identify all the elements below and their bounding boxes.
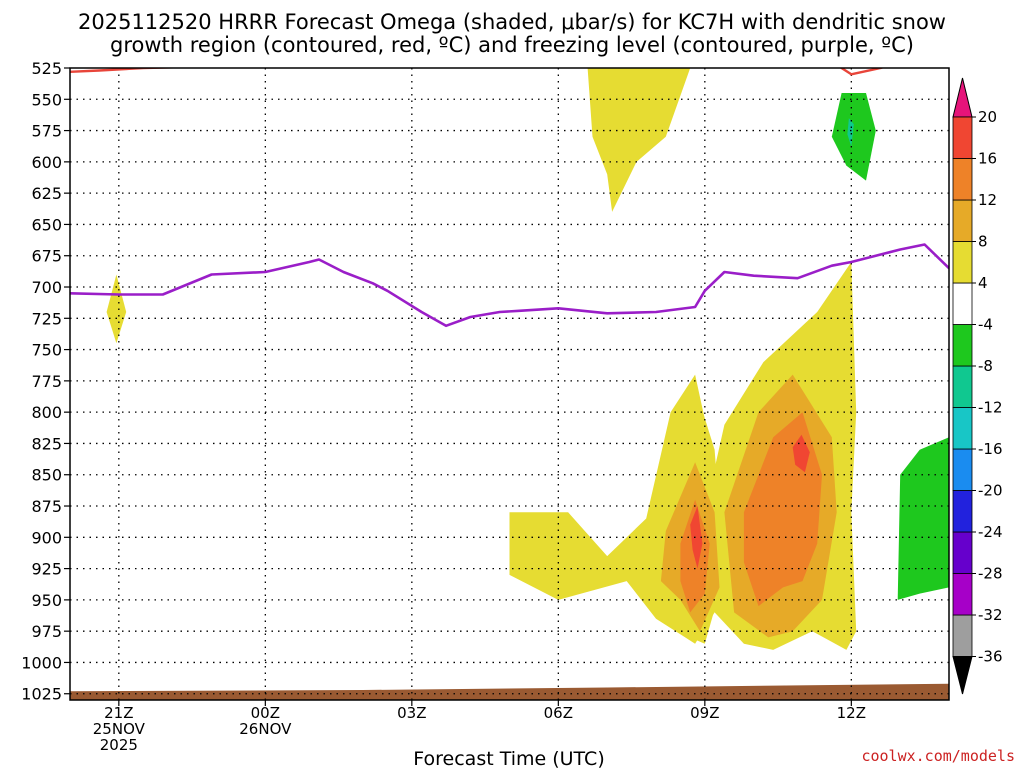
xtick-label-0-2: 2025 — [100, 736, 138, 754]
colorbar-label-4: -20 — [978, 482, 1003, 500]
ytick-label-700: 700 — [31, 278, 62, 297]
colorbar-band-11 — [952, 158, 973, 201]
colorbar-band-7 — [952, 324, 973, 367]
ground-layer — [70, 683, 949, 700]
ytick-label-675: 675 — [31, 247, 62, 266]
ytick-label-775: 775 — [31, 372, 62, 391]
ground-terrain — [70, 683, 949, 700]
freezing-level-line — [70, 243, 949, 328]
y-axis-pressure: 525 550 575 600 625 650 675 700 725 750 775 800 825 8… — [21, 59, 70, 704]
colorbar-label-7: -8 — [978, 357, 993, 375]
ytick-label-600: 600 — [31, 153, 62, 172]
ytick-label-825: 825 — [31, 434, 62, 453]
ytick-label-875: 875 — [31, 497, 62, 516]
ytick-label-725: 725 — [31, 309, 62, 328]
ytick-label-800: 800 — [31, 403, 62, 422]
ytick-label-975: 975 — [31, 622, 62, 641]
omega-region-10 — [106, 274, 127, 344]
chart-title: 2025112520 HRRR Forecast Omega (shaded, … — [78, 10, 946, 57]
xtick-label-0-0: 21Z — [104, 704, 133, 722]
omega-region-9 — [587, 68, 691, 212]
omega-region-0 — [372, 68, 427, 177]
colorbar-over-arrow — [952, 77, 973, 118]
ytick-label-1025: 1025 — [21, 685, 62, 704]
colorbar-band-5 — [952, 407, 973, 450]
ytick-label-950: 950 — [31, 591, 62, 610]
omega-region-5 — [680, 224, 720, 294]
title-line-2: growth region (contoured, red, ºC) and f… — [110, 33, 914, 57]
colorbar-band-12 — [952, 116, 973, 159]
xtick-label-0-1: 25NOV — [93, 720, 146, 738]
dotted-grid — [70, 68, 949, 700]
omega-region-3 — [847, 118, 854, 147]
colorbar-band-9 — [952, 241, 973, 284]
ytick-label-750: 750 — [31, 341, 62, 360]
colorbar-label-11: 12 — [978, 191, 997, 209]
omega-shaded-regions — [106, 68, 949, 650]
xtick-label-5-0: 12Z — [837, 704, 866, 722]
omega-region-4 — [934, 68, 945, 93]
colorbar-band-1 — [952, 573, 973, 616]
title-line-1: 2025112520 HRRR Forecast Omega (shaded, … — [78, 10, 946, 34]
colorbar-label-9: 4 — [978, 274, 988, 292]
omega-region-6 — [289, 531, 373, 650]
colorbar-band-4 — [952, 448, 973, 491]
colorbar-label-5: -16 — [978, 440, 1003, 458]
colorbar-label-0: -36 — [978, 648, 1003, 666]
credit-text: coolwx.com/models — [861, 747, 1015, 765]
colorbar-label-2: -28 — [978, 565, 1003, 583]
colorbar-under-arrow — [952, 656, 973, 695]
colorbar-band-3 — [952, 490, 973, 533]
xtick-label-2-0: 03Z — [397, 704, 426, 722]
omega-region-18 — [690, 506, 703, 569]
colorbar-label-3: -24 — [978, 523, 1003, 541]
xtick-label-4-0: 09Z — [690, 704, 719, 722]
omega-region-2 — [831, 93, 876, 181]
x-axis-title: Forecast Time (UTC) — [413, 748, 604, 768]
ytick-label-925: 925 — [31, 560, 62, 579]
xtick-label-3-0: 06Z — [544, 704, 573, 722]
colorbar-band-8 — [952, 282, 973, 325]
colorbar-label-8: -4 — [978, 316, 993, 334]
colorbar-legend: -36 -32 -28 -24 -20 -16 -12 -8 -4 4 8 12 16 20 — [952, 77, 1003, 695]
ytick-label-850: 850 — [31, 466, 62, 485]
colorbar-band-0 — [952, 614, 973, 657]
plot-frame — [69, 67, 950, 701]
ytick-label-900: 900 — [31, 528, 62, 547]
colorbar-label-13: 20 — [978, 108, 997, 126]
ytick-label-575: 575 — [31, 122, 62, 141]
ytick-label-625: 625 — [31, 184, 62, 203]
ytick-label-1000: 1000 — [21, 653, 62, 672]
colorbar-label-10: 8 — [978, 233, 988, 251]
ytick-label-550: 550 — [31, 90, 62, 109]
colorbar-band-10 — [952, 199, 973, 242]
colorbar-label-1: -32 — [978, 606, 1003, 624]
ytick-label-650: 650 — [31, 215, 62, 234]
dendritic-growth-line-0 — [70, 68, 193, 73]
colorbar-band-6 — [952, 365, 973, 408]
colorbar-band-2 — [952, 531, 973, 574]
colorbar-label-6: -12 — [978, 399, 1003, 417]
xtick-label-1-1: 26NOV — [239, 720, 292, 738]
omega-region-8 — [897, 437, 949, 600]
ytick-label-525: 525 — [31, 59, 62, 78]
xtick-label-1-0: 00Z — [251, 704, 280, 722]
colorbar-label-12: 16 — [978, 150, 997, 168]
